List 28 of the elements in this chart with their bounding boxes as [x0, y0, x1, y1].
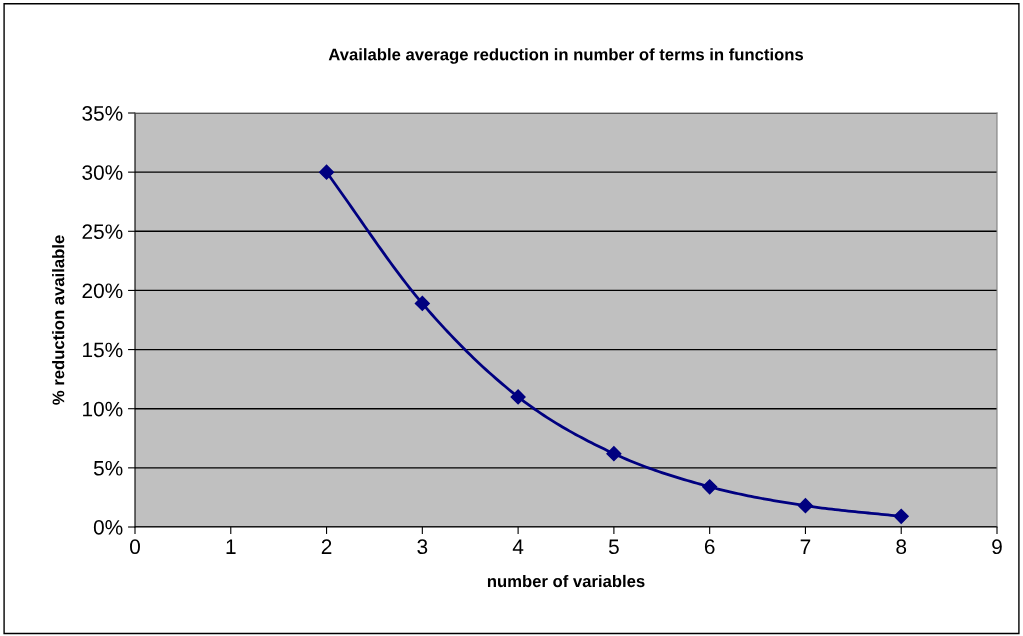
point — [606, 446, 622, 462]
point — [702, 479, 718, 495]
x-tick-label: 5 — [608, 539, 619, 555]
x-tick-label: 1 — [226, 539, 236, 554]
y-tick-label: 25% — [82, 224, 123, 240]
x-tick-label: 6 — [704, 539, 715, 555]
y-tick-label: 0% — [93, 520, 123, 535]
y-tick-label: 15% — [83, 342, 123, 358]
y-tick-label: 20% — [82, 283, 123, 299]
y-tick-label: 10% — [83, 401, 123, 417]
x-axis-title: number of variables — [487, 574, 645, 588]
point — [893, 508, 909, 524]
x-tick-label: 8 — [896, 539, 907, 555]
point — [510, 389, 526, 405]
chart-title: Available average reduction in number of terms in functions — [328, 48, 804, 64]
point — [318, 164, 335, 180]
y-tick-label: 5% — [93, 460, 123, 476]
y-tick-label: 35% — [82, 106, 123, 121]
x-tick-label: 4 — [512, 539, 524, 554]
x-tick-label: 2 — [321, 539, 332, 554]
y-tick-label: 30% — [82, 165, 123, 180]
x-tick-label: 7 — [800, 539, 811, 554]
y-axis-title: % reduction available — [52, 235, 65, 405]
x-tick-label: 9 — [992, 539, 1002, 555]
point — [414, 295, 430, 312]
x-tick-label: 3 — [417, 539, 428, 555]
x-tick-label: 0 — [130, 539, 140, 555]
point — [797, 498, 814, 514]
